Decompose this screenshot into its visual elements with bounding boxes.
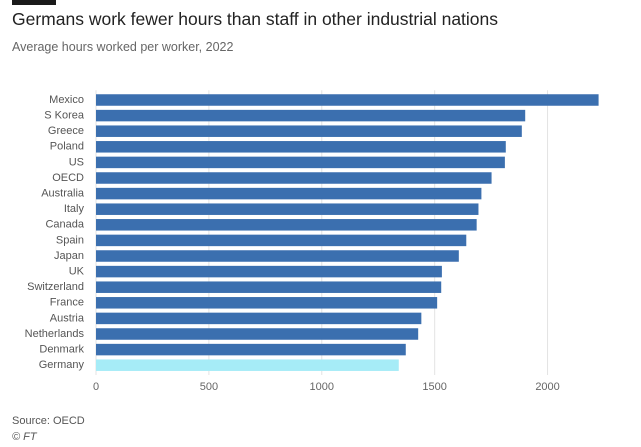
top-rule xyxy=(12,0,56,5)
category-label-oecd: OECD xyxy=(52,172,84,184)
x-tick-label-1000: 1000 xyxy=(310,381,334,393)
x-tick-label-2000: 2000 xyxy=(535,381,559,393)
x-tick-label-1500: 1500 xyxy=(422,381,446,393)
x-tick-label-500: 500 xyxy=(200,381,218,393)
x-tick-label-0: 0 xyxy=(93,381,99,393)
bar-australia xyxy=(96,187,482,200)
category-label-switzerland: Switzerland xyxy=(27,281,84,293)
bar-austria xyxy=(96,312,422,325)
chart-subtitle: Average hours worked per worker, 2022 xyxy=(12,40,234,54)
bar-netherlands xyxy=(96,328,419,340)
bar-denmark xyxy=(96,343,406,356)
category-label-canada: Canada xyxy=(45,219,84,231)
category-label-netherlands: Netherlands xyxy=(25,328,85,340)
bar-spain xyxy=(96,234,467,247)
category-label-greece: Greece xyxy=(48,125,84,137)
bar-switzerland xyxy=(96,281,442,293)
bar-france xyxy=(96,297,438,309)
bar-mexico xyxy=(96,94,599,106)
category-label-uk: UK xyxy=(69,266,85,278)
bar-poland xyxy=(96,141,506,153)
bar-canada xyxy=(96,219,477,231)
category-label-denmark: Denmark xyxy=(39,344,84,356)
category-label-us: US xyxy=(69,156,84,168)
category-label-spain: Spain xyxy=(56,234,84,246)
category-label-mexico: Mexico xyxy=(49,94,84,106)
bar-us xyxy=(96,156,505,169)
bar-uk xyxy=(96,265,442,278)
bar-japan xyxy=(96,250,459,262)
chart-title: Germans work fewer hours than staff in o… xyxy=(12,9,499,29)
bar-germany xyxy=(96,359,399,371)
bar-oecd xyxy=(96,172,492,184)
source-note: Source: OECD xyxy=(12,415,85,427)
category-label-france: France xyxy=(50,297,84,309)
credit-note: © FT xyxy=(12,431,37,443)
category-label-italy: Italy xyxy=(64,203,85,215)
bar-italy xyxy=(96,203,479,215)
category-label-poland: Poland xyxy=(50,141,84,153)
bar-s-korea xyxy=(96,109,526,122)
category-label-australia: Australia xyxy=(41,188,85,200)
category-label-s-korea: S Korea xyxy=(44,110,85,122)
bar-greece xyxy=(96,125,522,137)
category-label-austria: Austria xyxy=(50,312,85,324)
category-label-germany: Germany xyxy=(39,359,85,371)
category-label-japan: Japan xyxy=(54,250,84,262)
